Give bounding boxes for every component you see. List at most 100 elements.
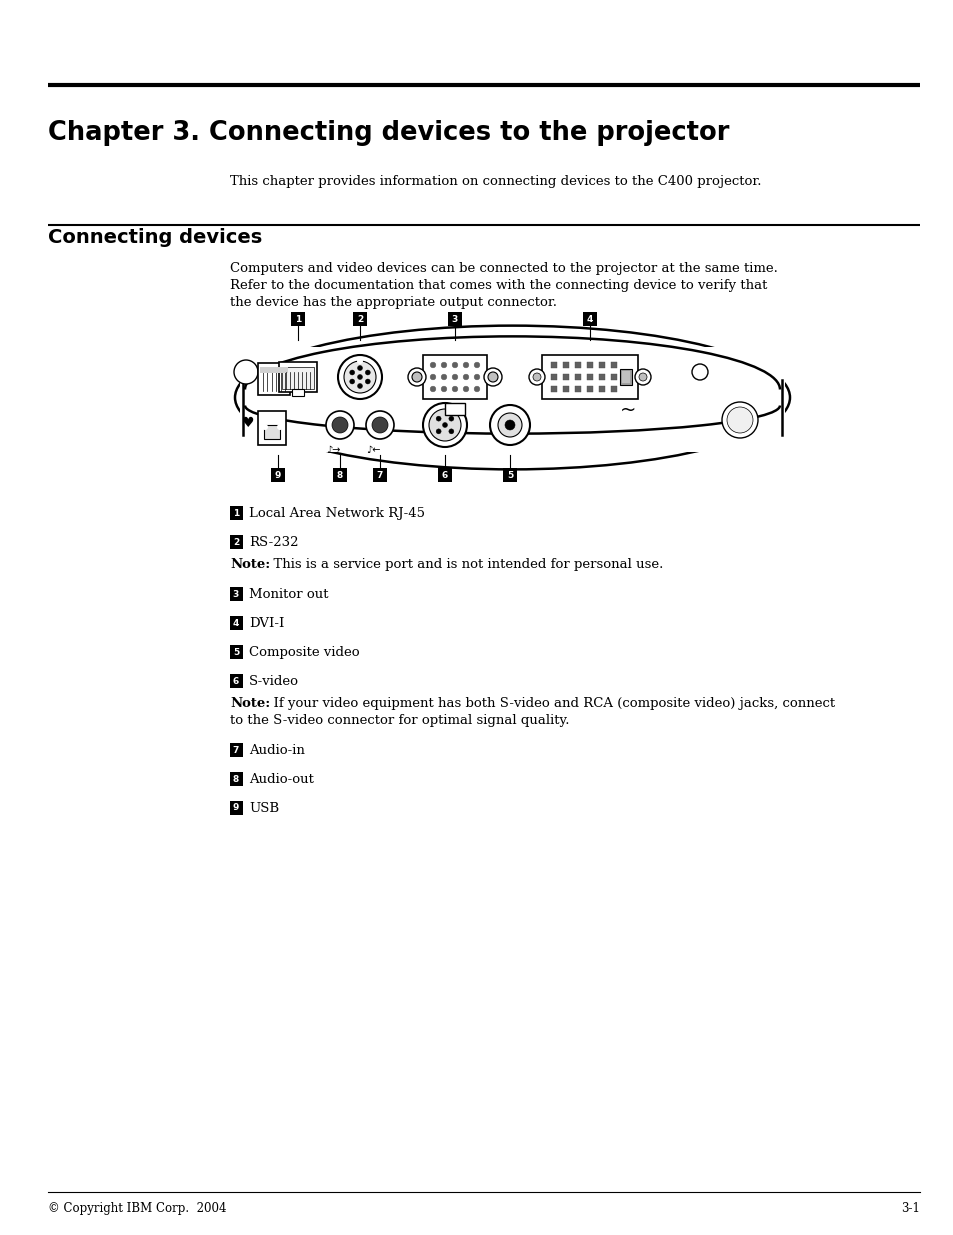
- Circle shape: [483, 368, 501, 387]
- Circle shape: [452, 374, 457, 380]
- Bar: [333, 468, 347, 482]
- Bar: [575, 362, 580, 368]
- Circle shape: [449, 416, 454, 421]
- Text: 2: 2: [356, 315, 363, 324]
- Text: Note:: Note:: [230, 697, 270, 710]
- Text: 5: 5: [506, 471, 513, 479]
- Bar: [230, 802, 243, 815]
- Bar: [551, 374, 557, 380]
- Bar: [230, 506, 243, 520]
- Text: the device has the appropriate output connector.: the device has the appropriate output co…: [230, 296, 557, 309]
- Text: USB: USB: [249, 802, 279, 815]
- Circle shape: [344, 361, 375, 393]
- Circle shape: [430, 362, 436, 368]
- Circle shape: [408, 368, 426, 387]
- Circle shape: [529, 369, 544, 385]
- Text: 4: 4: [586, 315, 593, 324]
- Bar: [575, 374, 580, 380]
- Bar: [230, 674, 243, 688]
- Bar: [586, 374, 593, 380]
- Text: 4: 4: [233, 619, 239, 627]
- Bar: [562, 387, 568, 391]
- Bar: [562, 374, 568, 380]
- Bar: [551, 362, 557, 368]
- Bar: [230, 587, 243, 601]
- Circle shape: [436, 416, 440, 421]
- Bar: [353, 312, 367, 326]
- Text: 6: 6: [233, 677, 239, 685]
- Text: Refer to the documentation that comes with the connecting device to verify that: Refer to the documentation that comes wi…: [230, 279, 766, 291]
- Text: RS-232: RS-232: [249, 536, 298, 548]
- Circle shape: [436, 429, 440, 433]
- Bar: [582, 312, 597, 326]
- Text: Connecting devices: Connecting devices: [48, 228, 262, 247]
- Circle shape: [474, 387, 479, 391]
- Text: This chapter provides information on connecting devices to the C400 projector.: This chapter provides information on con…: [230, 175, 760, 188]
- Bar: [610, 362, 617, 368]
- Circle shape: [262, 424, 268, 430]
- Circle shape: [533, 373, 540, 382]
- Circle shape: [357, 366, 362, 370]
- Text: Monitor out: Monitor out: [249, 588, 328, 600]
- Circle shape: [726, 408, 752, 433]
- Circle shape: [356, 358, 363, 364]
- Circle shape: [463, 387, 468, 391]
- FancyBboxPatch shape: [240, 347, 784, 452]
- Text: DVI-I: DVI-I: [249, 616, 284, 630]
- Bar: [586, 387, 593, 391]
- Circle shape: [452, 387, 457, 391]
- Text: 8: 8: [336, 471, 343, 479]
- Circle shape: [452, 362, 457, 368]
- Bar: [586, 362, 593, 368]
- Circle shape: [422, 403, 467, 447]
- Text: 7: 7: [233, 746, 239, 755]
- Text: © Copyright IBM Corp.  2004: © Copyright IBM Corp. 2004: [48, 1202, 226, 1215]
- Circle shape: [357, 384, 362, 389]
- Text: 8: 8: [233, 774, 239, 783]
- Circle shape: [326, 411, 354, 438]
- Circle shape: [463, 374, 468, 380]
- Circle shape: [372, 417, 388, 433]
- Text: ♥: ♥: [241, 416, 254, 430]
- Bar: [373, 468, 387, 482]
- Text: ~: ~: [619, 400, 636, 420]
- Text: Chapter 3. Connecting devices to the projector: Chapter 3. Connecting devices to the pro…: [48, 120, 729, 146]
- Bar: [444, 403, 464, 415]
- Text: 3-1: 3-1: [901, 1202, 919, 1215]
- Text: 9: 9: [274, 471, 281, 479]
- Circle shape: [350, 379, 355, 384]
- Text: 3: 3: [452, 315, 457, 324]
- Text: Local Area Network RJ-45: Local Area Network RJ-45: [249, 506, 424, 520]
- Circle shape: [365, 370, 370, 375]
- Circle shape: [430, 387, 436, 391]
- Bar: [230, 616, 243, 630]
- Circle shape: [350, 370, 355, 375]
- Text: 2: 2: [233, 537, 239, 547]
- Text: 1: 1: [233, 509, 239, 517]
- Text: 6: 6: [441, 471, 448, 479]
- Bar: [282, 367, 314, 389]
- Circle shape: [474, 362, 479, 368]
- Circle shape: [276, 424, 283, 430]
- Bar: [610, 387, 617, 391]
- Circle shape: [497, 412, 521, 437]
- Bar: [598, 387, 604, 391]
- Circle shape: [337, 354, 381, 399]
- Bar: [610, 374, 617, 380]
- Circle shape: [429, 409, 460, 441]
- Text: Audio-in: Audio-in: [249, 743, 305, 757]
- Bar: [230, 772, 243, 785]
- Circle shape: [463, 362, 468, 368]
- Circle shape: [366, 411, 394, 438]
- Bar: [437, 468, 452, 482]
- Text: to the S-video connector for optimal signal quality.: to the S-video connector for optimal sig…: [230, 714, 569, 727]
- Circle shape: [440, 374, 446, 380]
- Bar: [230, 645, 243, 659]
- Bar: [257, 363, 290, 395]
- Bar: [291, 312, 305, 326]
- Text: Note:: Note:: [230, 558, 270, 571]
- Circle shape: [440, 387, 446, 391]
- Bar: [562, 362, 568, 368]
- Bar: [230, 535, 243, 550]
- Text: This is a service port and is not intended for personal use.: This is a service port and is not intend…: [265, 558, 662, 571]
